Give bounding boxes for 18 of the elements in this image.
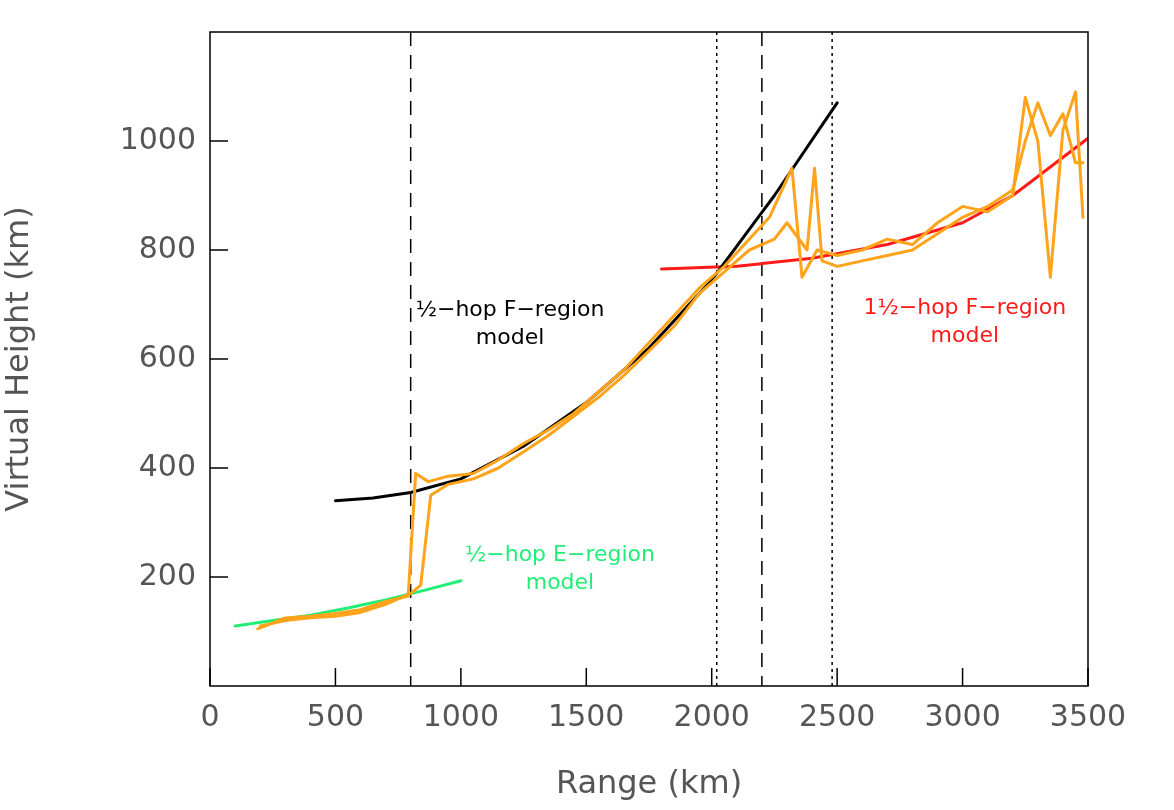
y-axis-title: Virtual Height (km) — [0, 206, 36, 512]
y-tick-label: 1000 — [119, 120, 196, 156]
y-tick-label: 800 — [138, 229, 196, 265]
y-tick-label: 600 — [138, 338, 196, 374]
x-tick-label: 3000 — [924, 697, 1001, 733]
series-label: ½−hop F−region model — [415, 295, 605, 349]
text: 1½−hop F−region model — [863, 294, 1067, 348]
x-tick-label: 2000 — [673, 697, 750, 733]
x-tick-label: 1500 — [548, 697, 625, 733]
x-tick-label: 0 — [200, 697, 220, 733]
series-label: ½−hop E−region model — [464, 540, 655, 594]
y-tick-label: 400 — [138, 447, 196, 483]
y-tick-label: 200 — [138, 556, 196, 592]
x-tick-label: 3500 — [1049, 697, 1127, 733]
x-tick-label: 1000 — [422, 697, 500, 733]
x-axis-title: Range (km) — [555, 763, 743, 802]
x-tick-label: 2500 — [798, 697, 876, 733]
x-tick-label: 500 — [306, 697, 365, 733]
